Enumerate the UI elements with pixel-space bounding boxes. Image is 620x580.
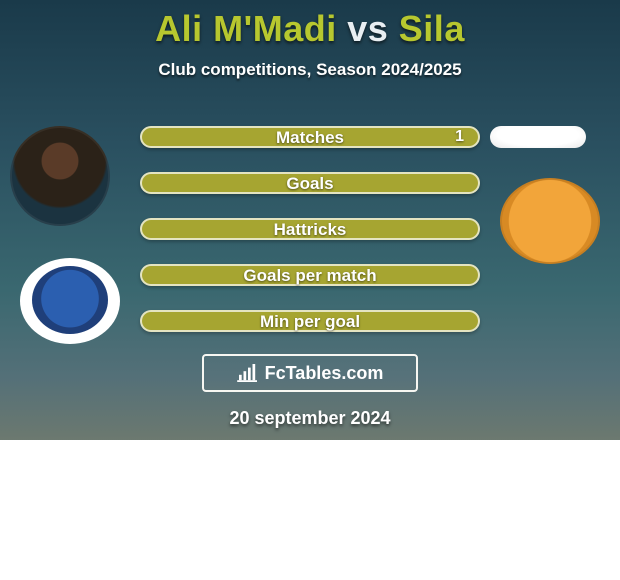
stat-label: Min per goal	[260, 313, 360, 330]
title-vs: vs	[347, 8, 388, 49]
date-text: 20 september 2024	[0, 408, 620, 429]
stat-bar-matches: Matches 1	[140, 126, 480, 148]
stat-bar-goals-per-match: Goals per match	[140, 264, 480, 286]
stat-value-right: 1	[455, 128, 464, 146]
stat-label: Goals	[286, 175, 333, 192]
stat-bar-goals: Goals	[140, 172, 480, 194]
stat-bar-min-per-goal: Min per goal	[140, 310, 480, 332]
bar-chart-icon	[237, 364, 259, 382]
title-player1: Ali M'Madi	[155, 8, 337, 49]
stat-label: Matches	[276, 129, 344, 146]
player1-avatar	[10, 126, 110, 226]
player1-club-logo	[20, 258, 120, 344]
title-player2: Sila	[399, 8, 465, 49]
subtitle: Club competitions, Season 2024/2025	[0, 60, 620, 80]
badge-text: FcTables.com	[265, 363, 384, 384]
player2-pill	[490, 126, 586, 148]
source-badge: FcTables.com	[202, 354, 418, 392]
stat-bar-hattricks: Hattricks	[140, 218, 480, 240]
stat-bars: Matches 1 Goals Hattricks Goals per matc…	[140, 126, 480, 356]
page-title: Ali M'Madi vs Sila	[0, 0, 620, 50]
player2-club-logo	[500, 178, 600, 264]
stat-label: Hattricks	[274, 221, 347, 238]
bottom-whitespace	[0, 440, 620, 580]
content-root: Ali M'Madi vs Sila Club competitions, Se…	[0, 0, 620, 80]
stat-label: Goals per match	[243, 267, 376, 284]
